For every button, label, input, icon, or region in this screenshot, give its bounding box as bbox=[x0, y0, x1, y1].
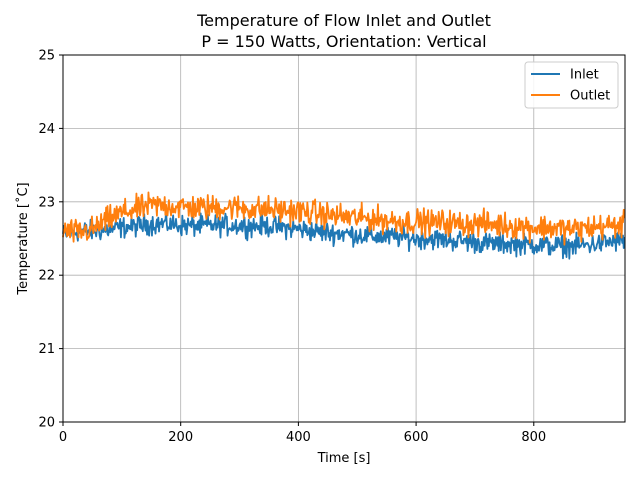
x-tick-label: 400 bbox=[286, 430, 311, 445]
y-tick-label: 22 bbox=[38, 269, 55, 284]
x-tick-label: 600 bbox=[404, 430, 429, 445]
x-tick-label: 800 bbox=[521, 430, 546, 445]
series-layer bbox=[62, 191, 626, 260]
series-line-outlet bbox=[62, 191, 626, 246]
y-tick-label: 20 bbox=[38, 416, 55, 431]
x-axis-label: Time [s] bbox=[317, 451, 371, 466]
plot-frame bbox=[62, 54, 626, 423]
y-tick-label: 21 bbox=[38, 342, 55, 357]
series-line-inlet bbox=[62, 209, 626, 260]
legend-outlet-label: Outlet bbox=[570, 89, 610, 104]
tick-layer: 0 200 400 600 800 20 21 22 23 24 25 bbox=[38, 49, 546, 446]
y-tick-label: 25 bbox=[38, 49, 55, 64]
chart-title: Temperature of Flow Inlet and Outlet bbox=[196, 11, 491, 30]
y-tick-label: 24 bbox=[38, 122, 55, 137]
chart-subtitle: P = 150 Watts, Orientation: Vertical bbox=[201, 32, 486, 51]
legend-inlet-label: Inlet bbox=[570, 68, 599, 83]
x-tick-label: 200 bbox=[168, 430, 193, 445]
y-tick-label: 23 bbox=[38, 195, 55, 210]
legend: Inlet Outlet bbox=[524, 61, 619, 109]
y-axis-label: Temperature [˚C] bbox=[15, 182, 31, 295]
x-tick-label: 0 bbox=[59, 430, 67, 445]
